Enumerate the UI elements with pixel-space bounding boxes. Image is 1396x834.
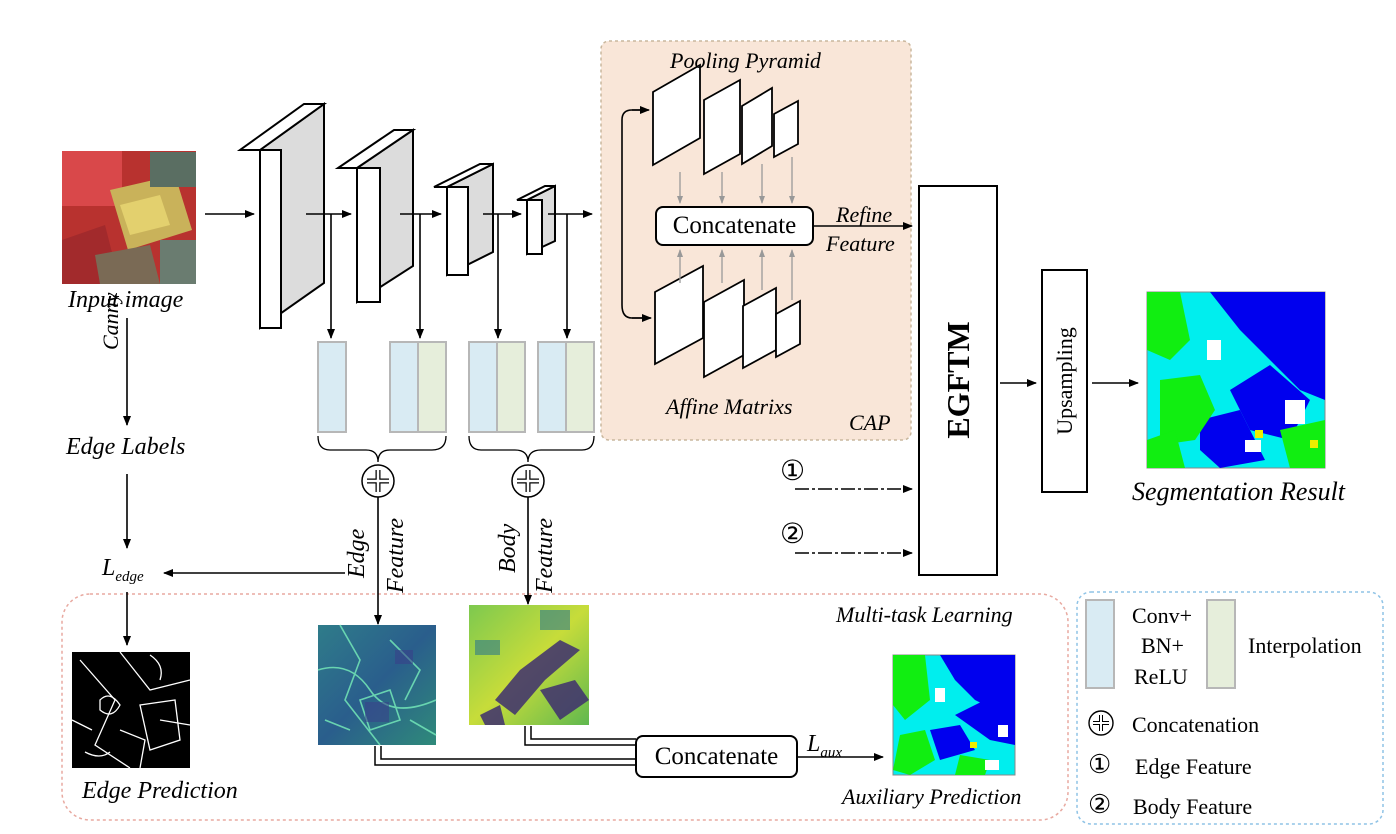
upsampling-label: Upsampling [1052, 327, 1077, 435]
feature-blocks [317, 341, 595, 433]
canny-label: Canny [98, 292, 123, 350]
legend-interpolation: Interpolation [1248, 633, 1362, 658]
egftm-box [918, 185, 998, 576]
legend-conv-swatch [1085, 599, 1115, 689]
affine-matrixs-label: Affine Matrixs [666, 394, 793, 419]
legend-conv-line3: ReLU [1134, 664, 1188, 689]
auxiliary-prediction-label: Auxiliary Prediction [842, 784, 1022, 809]
edge-prediction-image [71, 651, 191, 769]
segmentation-result-image [1146, 291, 1326, 469]
body-feature-label-2: Feature [532, 517, 558, 593]
egftm-label: EGFTM [940, 321, 976, 439]
legend-conv-line1: Conv+ [1132, 603, 1193, 628]
feature-label: Feature [826, 231, 895, 256]
encoder-block-3 [433, 162, 494, 277]
edge-feature-label-1: Edge [344, 528, 370, 578]
auxiliary-prediction-image [892, 654, 1016, 776]
interp-block-3 [496, 341, 526, 433]
legend-marker-one: ① [1088, 750, 1112, 779]
legend-region [1076, 591, 1384, 825]
interp-block-2 [417, 341, 447, 433]
encoder-block-4 [516, 184, 556, 256]
cap-label: CAP [849, 410, 891, 435]
multitask-region [61, 593, 1069, 821]
multitask-learning-label: Multi-task Learning [836, 602, 1013, 627]
edge-feature-label-2: Feature [383, 517, 409, 593]
concat-circle-body [511, 464, 545, 498]
input-marker-two: ② [780, 519, 806, 550]
legend-body-feature: Body Feature [1133, 794, 1253, 819]
segmentation-result-label: Segmentation Result [1132, 477, 1346, 506]
l-edge-label: Ledge [102, 555, 144, 585]
brace-edge [317, 435, 447, 463]
edge-prediction-label: Edge Prediction [82, 778, 238, 804]
legend-marker-two: ② [1088, 790, 1112, 819]
input-image [62, 151, 196, 284]
conv-block-4 [537, 341, 567, 433]
concat-circle-edge [361, 464, 395, 498]
legend-concatenation: Concatenation [1132, 712, 1260, 737]
legend-concat-icon [1088, 710, 1114, 736]
brace-body [468, 435, 595, 463]
legend-edge-feature: Edge Feature [1135, 754, 1252, 779]
encoder-block-1 [236, 102, 328, 330]
input-image-label: Input image [68, 287, 184, 313]
legend-interp-swatch [1206, 599, 1236, 689]
body-feature-map [469, 605, 589, 725]
l-aux-label: Laux [807, 731, 843, 761]
conv-block-2 [389, 341, 419, 433]
conv-block-1 [317, 341, 347, 433]
concatenate-bottom-box: Concatenate [635, 735, 798, 778]
affine-matrixs [654, 264, 801, 379]
edge-labels-label: Edge Labels [66, 434, 186, 460]
encoder-block-2 [334, 128, 417, 304]
input-marker-one: ① [780, 456, 806, 487]
concatenate-top-box: Concatenate [655, 206, 814, 246]
conv-block-3 [468, 341, 498, 433]
pooling-pyramid-label: Pooling Pyramid [670, 48, 821, 73]
pooling-pyramid [652, 63, 799, 176]
body-feature-label-1: Body [495, 523, 521, 573]
interp-block-4 [565, 341, 595, 433]
legend-conv-line2: BN+ [1141, 633, 1184, 658]
edge-feature-map [317, 624, 437, 746]
upsampling-box [1041, 269, 1088, 493]
refine-label: Refine [836, 202, 893, 227]
